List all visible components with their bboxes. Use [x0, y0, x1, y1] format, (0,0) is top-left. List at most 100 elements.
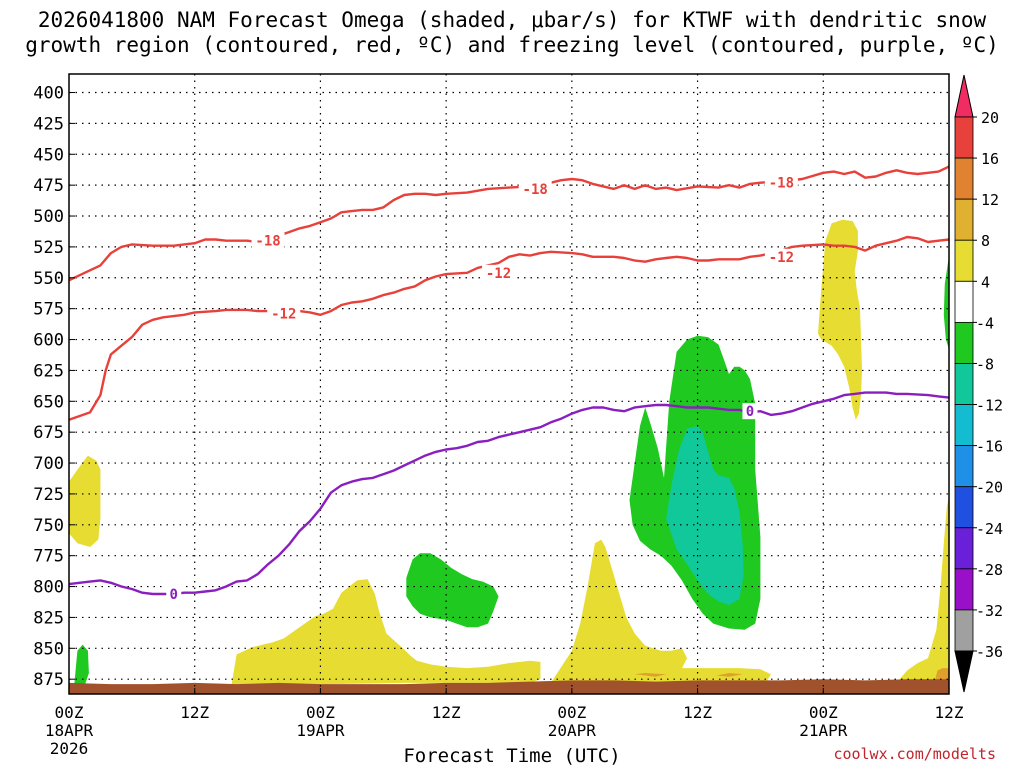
x-tick-label-72-0: 00Z	[809, 703, 838, 722]
y-tick-label-775: 775	[33, 547, 64, 567]
colorbar-swatch-6	[954, 363, 974, 405]
contour-label-0-0: -18	[255, 234, 280, 250]
contour-label-0-1: -18	[523, 182, 548, 198]
y-tick-label-875: 875	[33, 670, 64, 690]
y-tick-label-625: 625	[33, 361, 64, 381]
omega-region-7	[818, 219, 862, 420]
omega-region-1	[74, 644, 89, 686]
x-tick-label-0-0: 00Z	[55, 703, 84, 722]
x-tick-label-84-0: 12Z	[935, 703, 964, 722]
x-tick-label-72-1: 21APR	[799, 721, 848, 740]
colorbar-label-10: -24	[976, 520, 1003, 538]
contour-label-bg-1-1	[482, 264, 516, 281]
y-tick-label-500: 500	[33, 207, 64, 227]
y-tick-label-700: 700	[33, 454, 64, 474]
credit-link[interactable]: coolwx.com/modelts	[833, 745, 996, 763]
colorbar-label-2: 12	[981, 191, 999, 209]
contour-label-bg-0-1	[518, 180, 552, 197]
omega-region-12	[716, 673, 743, 677]
omega-region-2	[231, 579, 541, 686]
contour-label-0-2: -18	[769, 176, 794, 192]
gridlines	[69, 74, 949, 694]
y-tick-label-650: 650	[33, 392, 64, 412]
colorbar-label-4: 4	[981, 273, 990, 291]
contour-label-1-0: -12	[271, 307, 296, 323]
contour-1	[68, 235, 950, 421]
colorbar-swatch-12	[954, 609, 974, 652]
x-tick-label-36-0: 12Z	[432, 703, 461, 722]
y-tick-label-425: 425	[33, 114, 64, 134]
omega-region-3	[406, 553, 499, 628]
y-tick-label-575: 575	[33, 300, 64, 320]
colorbar-label-1: 16	[981, 150, 999, 168]
contour-label-bg-2-0	[166, 585, 182, 602]
y-tick-label-825: 825	[33, 608, 64, 628]
contour-label-bg-1-0	[267, 305, 301, 322]
omega-region-13	[69, 679, 949, 694]
omega-region-8	[896, 496, 949, 683]
contour-label-bg-2-1	[742, 403, 758, 420]
colorbar-top-arrow	[954, 74, 974, 118]
colorbar-swatch-3	[954, 239, 974, 282]
y-tick-label-550: 550	[33, 269, 64, 289]
colorbar-bottom-arrow	[954, 650, 974, 693]
colorbar-label-12: -32	[976, 602, 1003, 620]
colorbar-swatch-1	[954, 157, 974, 200]
contour-label-1-1: -12	[486, 266, 511, 282]
colorbar-swatch-10	[954, 527, 974, 570]
x-axis-title: Forecast Time (UTC)	[403, 745, 621, 767]
y-tick-label-850: 850	[33, 639, 64, 659]
colorbar-label-13: -36	[976, 643, 1003, 661]
colorbar-swatch-11	[954, 568, 974, 611]
contour-label-bg-0-2	[764, 174, 798, 191]
contour-label-2-0: 0	[170, 587, 178, 603]
x-tick-label-24-1: 19APR	[296, 721, 345, 740]
y-tick-label-600: 600	[33, 331, 64, 351]
colorbar-swatch-0	[954, 116, 974, 159]
x-tick-label-0-1: 18APR	[45, 721, 94, 740]
colorbar-swatch-8	[954, 445, 974, 488]
colorbar-swatch-4	[954, 280, 974, 323]
y-tick-label-750: 750	[33, 516, 64, 536]
colorbar-label-11: -28	[976, 561, 1003, 579]
colorbar-label-3: 8	[981, 232, 990, 250]
contour-2	[68, 391, 950, 596]
colorbar-swatch-5	[954, 321, 974, 364]
x-tick-label-48-0: 00Z	[557, 703, 586, 722]
colorbar-label-5: -4	[976, 314, 994, 332]
y-tick-label-450: 450	[33, 145, 64, 165]
contour-0	[68, 165, 950, 282]
omega-shading-layer	[69, 219, 949, 694]
x-tick-label-48-1: 20APR	[548, 721, 597, 740]
colorbar: 20 16 12 8 4 -4 -8 -12 -16 -20 -24 -28 -32 -36	[954, 74, 1003, 693]
colorbar-swatch-2	[954, 198, 974, 241]
contour-label-2-1: 0	[746, 404, 754, 420]
contour-label-bg-1-2	[764, 248, 798, 265]
contour-layer: -18 -18 -18 -12 -12 -12 0 0	[68, 165, 950, 603]
colorbar-label-7: -12	[976, 397, 1003, 415]
y-tick-label-525: 525	[33, 238, 64, 258]
colorbar-swatch-9	[954, 486, 974, 529]
chart-title-line2: growth region (contoured, red, ºC) and f…	[25, 33, 999, 57]
colorbar-label-8: -16	[976, 438, 1003, 456]
omega-region-6	[666, 426, 744, 606]
omega-region-10	[943, 255, 949, 350]
contour-label-bg-0-0	[251, 232, 285, 249]
x-tick-label-60-0: 12Z	[683, 703, 712, 722]
x-tick-label-24-0: 00Z	[306, 703, 335, 722]
y-tick-label-675: 675	[33, 423, 64, 443]
colorbar-label-6: -8	[976, 355, 994, 373]
colorbar-label-9: -20	[976, 479, 1003, 497]
omega-region-4	[550, 539, 771, 685]
x-tick-label-0-2: 2026	[50, 739, 89, 758]
plot-border	[68, 73, 950, 695]
colorbar-label-0: 20	[981, 109, 999, 127]
x-tick-label-12-0: 12Z	[180, 703, 209, 722]
y-tick-label-725: 725	[33, 485, 64, 505]
y-axis: 400 425 450 475 500 525 550 575 600 625 650 675 700 7…	[33, 84, 75, 690]
colorbar-swatch-7	[954, 404, 974, 447]
omega-region-0	[69, 455, 101, 547]
omega-region-11	[634, 673, 667, 677]
